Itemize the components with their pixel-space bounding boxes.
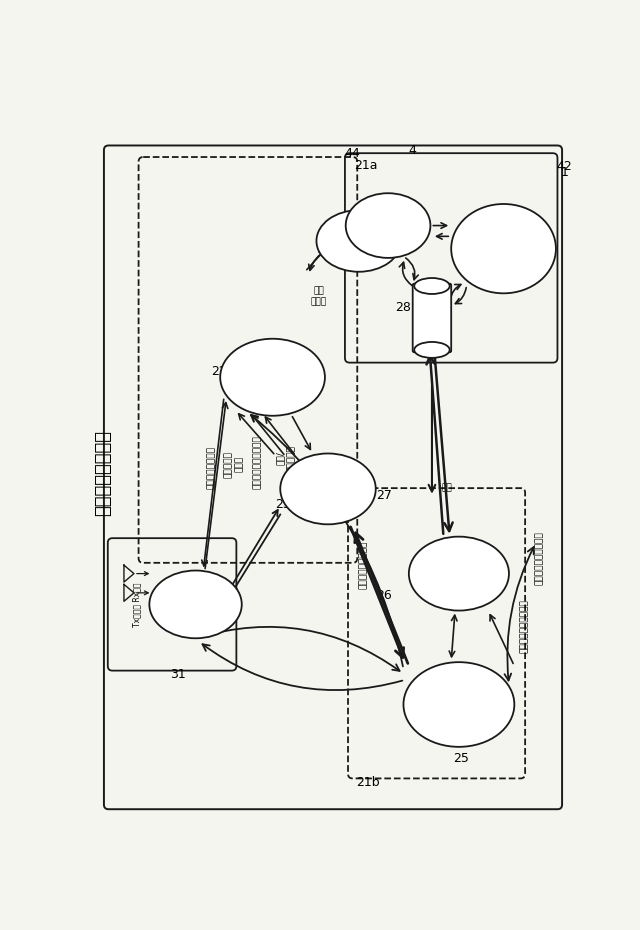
- Text: 21a: 21a: [354, 159, 378, 172]
- Text: スリップ
リング: スリップ リング: [419, 307, 444, 329]
- Text: 通信ユニット
演算: 通信ユニット 演算: [253, 366, 292, 389]
- Text: 24: 24: [381, 213, 397, 226]
- Ellipse shape: [316, 210, 401, 272]
- Ellipse shape: [409, 537, 509, 611]
- Text: オペレータ
表示装置および
制御装置: オペレータ 表示装置および 制御装置: [483, 232, 524, 266]
- Text: 42: 42: [556, 160, 572, 173]
- Text: 生のレーダ
データ: 生のレーダ データ: [224, 451, 244, 478]
- Ellipse shape: [414, 342, 450, 358]
- Ellipse shape: [346, 193, 431, 258]
- Text: レーダモデム
インタフェース: レーダモデム インタフェース: [306, 478, 350, 500]
- Text: 23: 23: [275, 498, 291, 511]
- Text: 22: 22: [211, 365, 227, 379]
- Ellipse shape: [403, 662, 515, 747]
- Text: 4: 4: [409, 143, 417, 156]
- Text: 21b: 21b: [356, 777, 380, 790]
- Text: 1: 1: [561, 166, 568, 179]
- Ellipse shape: [280, 454, 376, 525]
- Text: イーサネットリンク: イーサネットリンク: [359, 540, 368, 589]
- Text: ドリルストリング状態: ドリルストリング状態: [520, 599, 529, 653]
- Text: タグ付きレーダデータ: タグ付きレーダデータ: [253, 435, 262, 489]
- Text: 26: 26: [376, 589, 392, 602]
- Ellipse shape: [414, 278, 450, 294]
- Ellipse shape: [149, 570, 242, 638]
- Text: 地表
PSU: 地表 PSU: [377, 214, 399, 237]
- Text: 44: 44: [345, 148, 360, 161]
- FancyBboxPatch shape: [413, 284, 451, 352]
- Text: 構成/
状態データ: 構成/ 状態データ: [276, 445, 296, 472]
- Text: スペクトル拡散データ: スペクトル拡散データ: [534, 531, 543, 585]
- Text: 姿勢センサ: 姿勢センサ: [342, 236, 376, 246]
- Text: システムフロー図: システムフロー図: [94, 431, 112, 516]
- Text: 28: 28: [396, 301, 412, 314]
- Text: 電力変換
監視: 電力変換 監視: [447, 563, 472, 585]
- Ellipse shape: [451, 204, 556, 293]
- Ellipse shape: [220, 339, 325, 416]
- Text: 姿勢
データ: 姿勢 データ: [310, 286, 327, 307]
- Text: 25: 25: [453, 751, 469, 764]
- Text: 電力: 電力: [442, 483, 452, 492]
- Text: Tx/Rx
電子機器: Tx/Rx 電子機器: [181, 593, 210, 616]
- Text: 27: 27: [376, 488, 392, 501]
- Text: Txパルス Rx信号: Txパルス Rx信号: [132, 582, 141, 627]
- Text: 31: 31: [170, 669, 186, 682]
- Text: タイミングデータ: タイミングデータ: [207, 445, 216, 489]
- Text: スペクトル
拡散モデム
インタフェース: スペクトル 拡散モデム インタフェース: [438, 687, 479, 722]
